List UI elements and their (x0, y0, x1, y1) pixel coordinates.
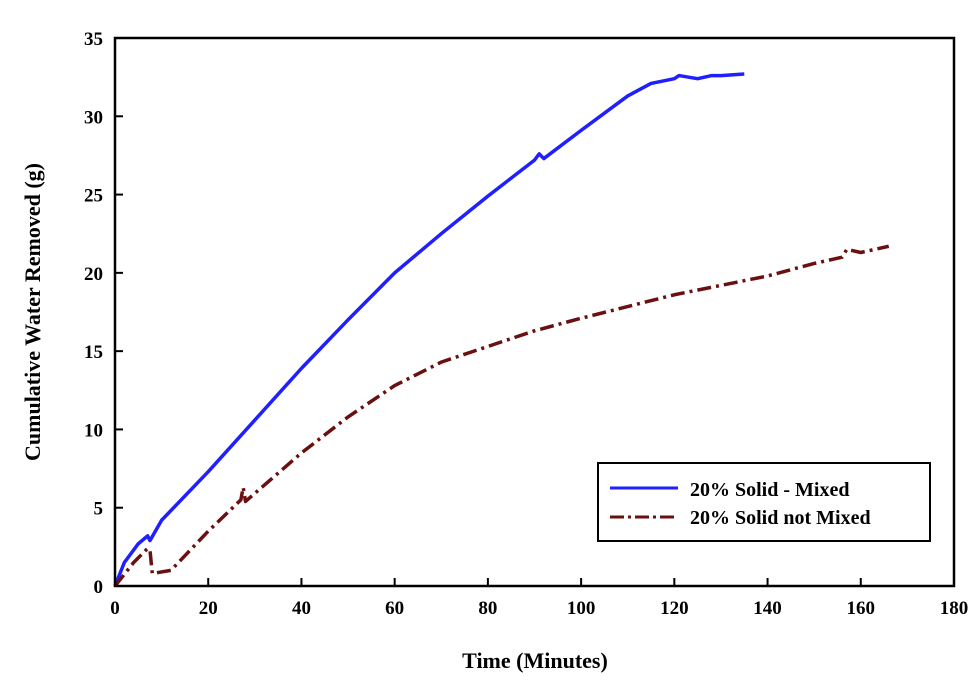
y-tick-label: 30 (84, 107, 103, 128)
plot-frame (113, 36, 956, 588)
x-tick-label: 60 (385, 598, 404, 619)
y-tick-label: 5 (94, 499, 104, 520)
y-tick-label: 10 (84, 420, 103, 441)
y-tick-label: 35 (84, 29, 103, 50)
y-tick-label: 0 (94, 577, 104, 598)
y-tick-label: 15 (84, 342, 103, 363)
x-tick-label: 160 (847, 598, 876, 619)
x-tick-label: 40 (292, 598, 311, 619)
x-tick-label: 120 (660, 598, 689, 619)
series-line-1 (113, 244, 890, 588)
x-tick-label: 140 (753, 598, 782, 619)
legend-label-not-mixed: 20% Solid not Mixed (690, 507, 871, 529)
x-tick-label: 20 (199, 598, 218, 619)
y-tick-label: 20 (84, 264, 103, 285)
x-tick-label: 80 (478, 598, 497, 619)
x-tick-label: 180 (940, 598, 969, 619)
x-tick-label: 0 (110, 598, 120, 619)
legend: 20% Solid - Mixed 20% Solid not Mixed (597, 462, 931, 542)
series-line-0 (113, 72, 745, 587)
y-tick-label: 25 (84, 186, 103, 207)
x-axis-label: Time (Minutes) (462, 648, 608, 673)
x-tick-label: 100 (567, 598, 596, 619)
y-axis-label: Cumulative Water Removed (g) (20, 163, 45, 461)
legend-label-mixed: 20% Solid - Mixed (690, 479, 849, 501)
